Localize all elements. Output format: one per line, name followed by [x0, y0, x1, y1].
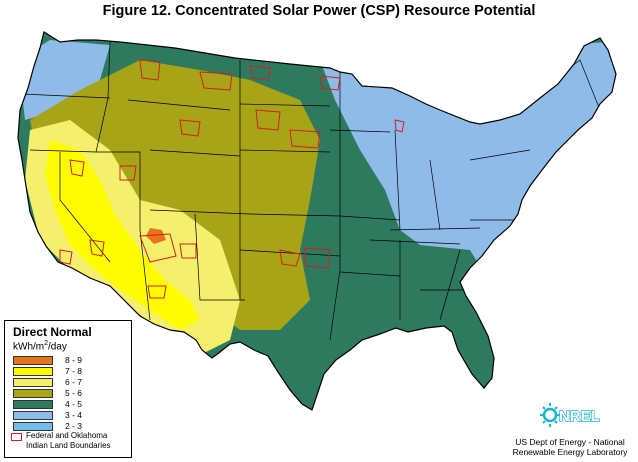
border-ks-ok — [249, 213, 341, 217]
border-or-ca — [29, 149, 97, 153]
legend-item: 5 - 6 — [13, 388, 82, 399]
border-nm-tx — [194, 213, 245, 301]
legend-unit: kWh/m2/day — [13, 340, 67, 353]
boundary-shape — [289, 129, 321, 149]
border-oh-ky — [429, 159, 441, 231]
boundary-shape — [303, 247, 331, 269]
legend-swatch — [13, 410, 53, 420]
region-desert-yellow — [45, 140, 200, 330]
border-id-west — [95, 41, 111, 153]
boundary-shape — [199, 71, 233, 91]
legend-swatch — [13, 399, 53, 409]
boundary-shape — [139, 233, 177, 263]
legend-item-label: 5 - 6 — [65, 388, 83, 399]
border-az-nm — [139, 229, 151, 321]
legend-swatch — [13, 366, 53, 376]
boundary-shape — [279, 249, 301, 267]
federal-land-boundaries — [59, 59, 405, 299]
border-pa-ny — [469, 149, 531, 161]
nrel-logo: NREL — [540, 403, 600, 427]
border-nd-sd — [239, 103, 331, 107]
legend-item-label: 6 - 7 — [65, 377, 83, 388]
border-il-in — [394, 129, 401, 231]
legend-swatch — [13, 355, 53, 365]
region-northwest-light — [18, 40, 110, 120]
legend-item: 6 - 7 — [13, 377, 82, 388]
border-mt-wy — [127, 99, 231, 111]
border-sd-ne — [239, 149, 331, 153]
legend-item-label: 4 - 5 — [65, 399, 83, 410]
border-wy-co — [149, 149, 241, 157]
border-ca-nv — [59, 152, 111, 263]
boundary-shape — [179, 243, 197, 259]
border-nv-ut — [96, 151, 141, 230]
boundary-shape — [89, 239, 105, 257]
boundary-label: Federal and Oklahoma Indian Land Boundar… — [26, 431, 111, 450]
border-tn-ms-al — [369, 239, 461, 245]
credit-line-1: US Dept of Energy - National — [515, 437, 625, 447]
border-co-nm — [149, 209, 251, 215]
boundary-shape — [255, 109, 281, 131]
boundary-shape — [249, 65, 271, 81]
legend-swatch — [13, 377, 53, 387]
credit: US Dept of Energy - National Renewable E… — [504, 437, 636, 457]
logo-text: NREL — [559, 408, 600, 425]
region-peak-orange — [146, 228, 166, 244]
region-plains-olive — [30, 60, 320, 330]
boundary-shape — [119, 165, 137, 181]
border-mississippi — [329, 70, 341, 341]
legend-item: 7 - 8 — [13, 366, 82, 377]
boundary-shape — [319, 75, 341, 91]
legend-item-label: 7 - 8 — [65, 366, 83, 377]
legend-boundary-entry: Federal and Oklahoma Indian Land Boundar… — [11, 431, 126, 451]
credit-line-2: Renewable Energy Laboratory — [512, 447, 628, 457]
legend-swatch — [13, 421, 53, 431]
border-sc-ga — [439, 249, 461, 321]
legend-title: Direct Normal — [13, 325, 92, 339]
boundary-shape — [59, 249, 73, 265]
legend-swatch — [13, 388, 53, 398]
border-wa-or — [21, 93, 111, 99]
sun-icon — [540, 403, 560, 427]
us-outline — [17, 31, 617, 411]
border-ok-tx — [239, 249, 341, 257]
legend-item: 3 - 4 — [13, 410, 82, 421]
legend-item: 4 - 5 — [13, 399, 82, 410]
legend-item: 8 - 9 — [13, 355, 82, 366]
legend-item-label: 3 - 4 — [65, 410, 83, 421]
figure-title: Figure 12. Concentrated Solar Power (CSP… — [102, 3, 536, 19]
region-southeast-green — [300, 240, 520, 410]
boundary-shape — [147, 285, 167, 299]
legend-item: 2 - 3 — [13, 421, 82, 432]
boundary-shape — [179, 119, 201, 137]
boundary-shape — [139, 59, 161, 81]
legend-item-label: 8 - 9 — [65, 355, 83, 366]
boundary-swatch — [11, 433, 22, 441]
state-borders — [21, 41, 601, 341]
boundary-shape — [69, 159, 85, 177]
legend-item-label: 2 - 3 — [65, 421, 83, 432]
border-mo-ar — [339, 215, 401, 221]
boundary-shape — [394, 119, 405, 133]
border-ar-la — [339, 271, 401, 277]
border-ky-tn — [389, 227, 481, 231]
